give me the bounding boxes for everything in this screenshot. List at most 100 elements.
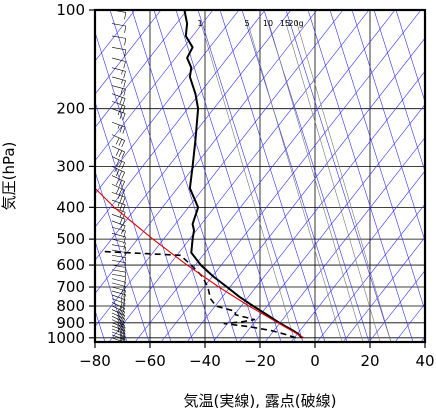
wind-barb bbox=[111, 254, 127, 262]
wind-barb bbox=[111, 233, 126, 244]
moist-adiabat bbox=[394, 303, 425, 342]
moist-adiabat bbox=[368, 270, 425, 342]
dry-adiabat bbox=[153, 10, 260, 342]
moist-adiabat bbox=[95, 10, 240, 195]
temperature-line bbox=[183, 10, 303, 339]
moist-adiabat bbox=[160, 10, 422, 342]
axis-ticks: −80 −60 −40 −20 0 20 40 100 200 300 400 500 600 70080… bbox=[47, 1, 435, 370]
y-tick-label: 700 bbox=[56, 278, 85, 296]
wind-barb bbox=[111, 298, 126, 311]
wind-barb bbox=[111, 302, 125, 315]
wind-barb bbox=[111, 269, 127, 277]
moist-adiabat bbox=[238, 104, 425, 342]
x-tick-label: −60 bbox=[134, 352, 166, 370]
moist-adiabat bbox=[134, 10, 396, 342]
dewpoint-line bbox=[100, 250, 297, 339]
wind-barb bbox=[111, 85, 126, 97]
moist-adiabat bbox=[95, 10, 344, 328]
dry-adiabat bbox=[241, 10, 348, 342]
moist-adiabat bbox=[95, 10, 266, 228]
wind-barb bbox=[111, 10, 127, 20]
wind-barbs bbox=[111, 10, 127, 342]
wind-barb bbox=[111, 183, 125, 197]
x-tick-label: −20 bbox=[244, 352, 276, 370]
mixing-ratio-line bbox=[246, 19, 343, 342]
mixing-ratio-line bbox=[295, 19, 392, 342]
dry-adiabat bbox=[95, 170, 150, 342]
wind-barb bbox=[111, 93, 126, 106]
dry-adiabat bbox=[219, 10, 326, 342]
dry-adiabat bbox=[373, 10, 425, 173]
moist-adiabat bbox=[290, 170, 425, 342]
mixing-ratio-label: 15 bbox=[280, 19, 290, 28]
wind-barb bbox=[111, 145, 125, 159]
y-tick-label: 200 bbox=[56, 100, 85, 118]
wind-barb bbox=[111, 312, 125, 326]
wind-barb bbox=[111, 156, 125, 169]
moist-adiabat bbox=[95, 10, 162, 95]
dry-adiabat bbox=[95, 31, 194, 342]
y-tick-label: 1000 bbox=[47, 329, 85, 347]
wind-barb bbox=[111, 57, 126, 69]
dry-adiabat bbox=[329, 10, 425, 312]
wind-barb bbox=[111, 101, 126, 113]
dry-adiabat bbox=[351, 10, 425, 242]
wind-barb bbox=[111, 192, 126, 204]
dry-adiabat bbox=[131, 10, 238, 342]
wind-barb bbox=[111, 294, 126, 307]
moist-adiabat bbox=[342, 236, 425, 342]
wind-barb bbox=[111, 273, 127, 284]
dry-adiabat bbox=[197, 10, 304, 342]
y-tick-label: 600 bbox=[56, 256, 85, 274]
dry-adiabat bbox=[95, 239, 128, 342]
mixing-ratio-label: 1 bbox=[197, 19, 202, 28]
x-axis-title: 気温(実線), 露点(破線) bbox=[184, 392, 337, 410]
moist-adiabat bbox=[420, 336, 425, 342]
moist-adiabat bbox=[264, 137, 425, 342]
wind-barb bbox=[111, 47, 127, 57]
wind-barb bbox=[111, 134, 125, 148]
y-axis-title: 気圧(hPa) bbox=[0, 142, 18, 211]
wind-barb bbox=[111, 108, 126, 121]
x-tick-label: −80 bbox=[79, 352, 111, 370]
moist-adiabat bbox=[95, 10, 318, 294]
x-tick-label: 0 bbox=[310, 352, 320, 370]
dry-adiabat bbox=[285, 10, 392, 342]
sounding-series bbox=[95, 10, 305, 339]
moist-adiabat bbox=[95, 10, 188, 128]
mixing-ratio-line bbox=[199, 19, 296, 342]
wind-barb bbox=[111, 305, 125, 319]
wind-barb bbox=[111, 199, 126, 212]
mixing-ratio-label: 10 bbox=[263, 19, 273, 28]
x-tick-label: 20 bbox=[360, 352, 379, 370]
y-tick-label: 500 bbox=[56, 230, 85, 248]
wind-barb bbox=[111, 67, 126, 79]
parcel-line bbox=[95, 187, 305, 339]
moist-adiabat bbox=[95, 10, 214, 162]
dry-adiabat bbox=[109, 10, 216, 342]
wind-barb bbox=[111, 290, 126, 302]
moist-adiabat bbox=[186, 37, 425, 342]
mixing-ratio-line bbox=[267, 19, 364, 342]
y-tick-label: 300 bbox=[56, 157, 85, 175]
wind-barb bbox=[111, 214, 126, 226]
dry-adiabat bbox=[307, 10, 414, 342]
dry-adiabat bbox=[175, 10, 282, 342]
mixing-ratio-line bbox=[284, 19, 381, 342]
wind-barb bbox=[111, 207, 126, 219]
wind-barb bbox=[111, 259, 127, 267]
x-tick-label: −40 bbox=[189, 352, 221, 370]
wind-barb bbox=[111, 121, 126, 134]
wind-barb bbox=[111, 23, 127, 33]
y-tick-label: 400 bbox=[56, 198, 85, 216]
y-tick-label: 100 bbox=[56, 1, 85, 19]
wind-barb bbox=[111, 166, 125, 179]
mixing-ratio-label: 5 bbox=[244, 19, 249, 28]
wind-barb bbox=[111, 175, 125, 188]
wind-barb bbox=[111, 76, 126, 88]
wind-barb bbox=[111, 282, 126, 294]
dry-adiabat bbox=[95, 100, 172, 342]
wind-barb bbox=[111, 286, 126, 298]
